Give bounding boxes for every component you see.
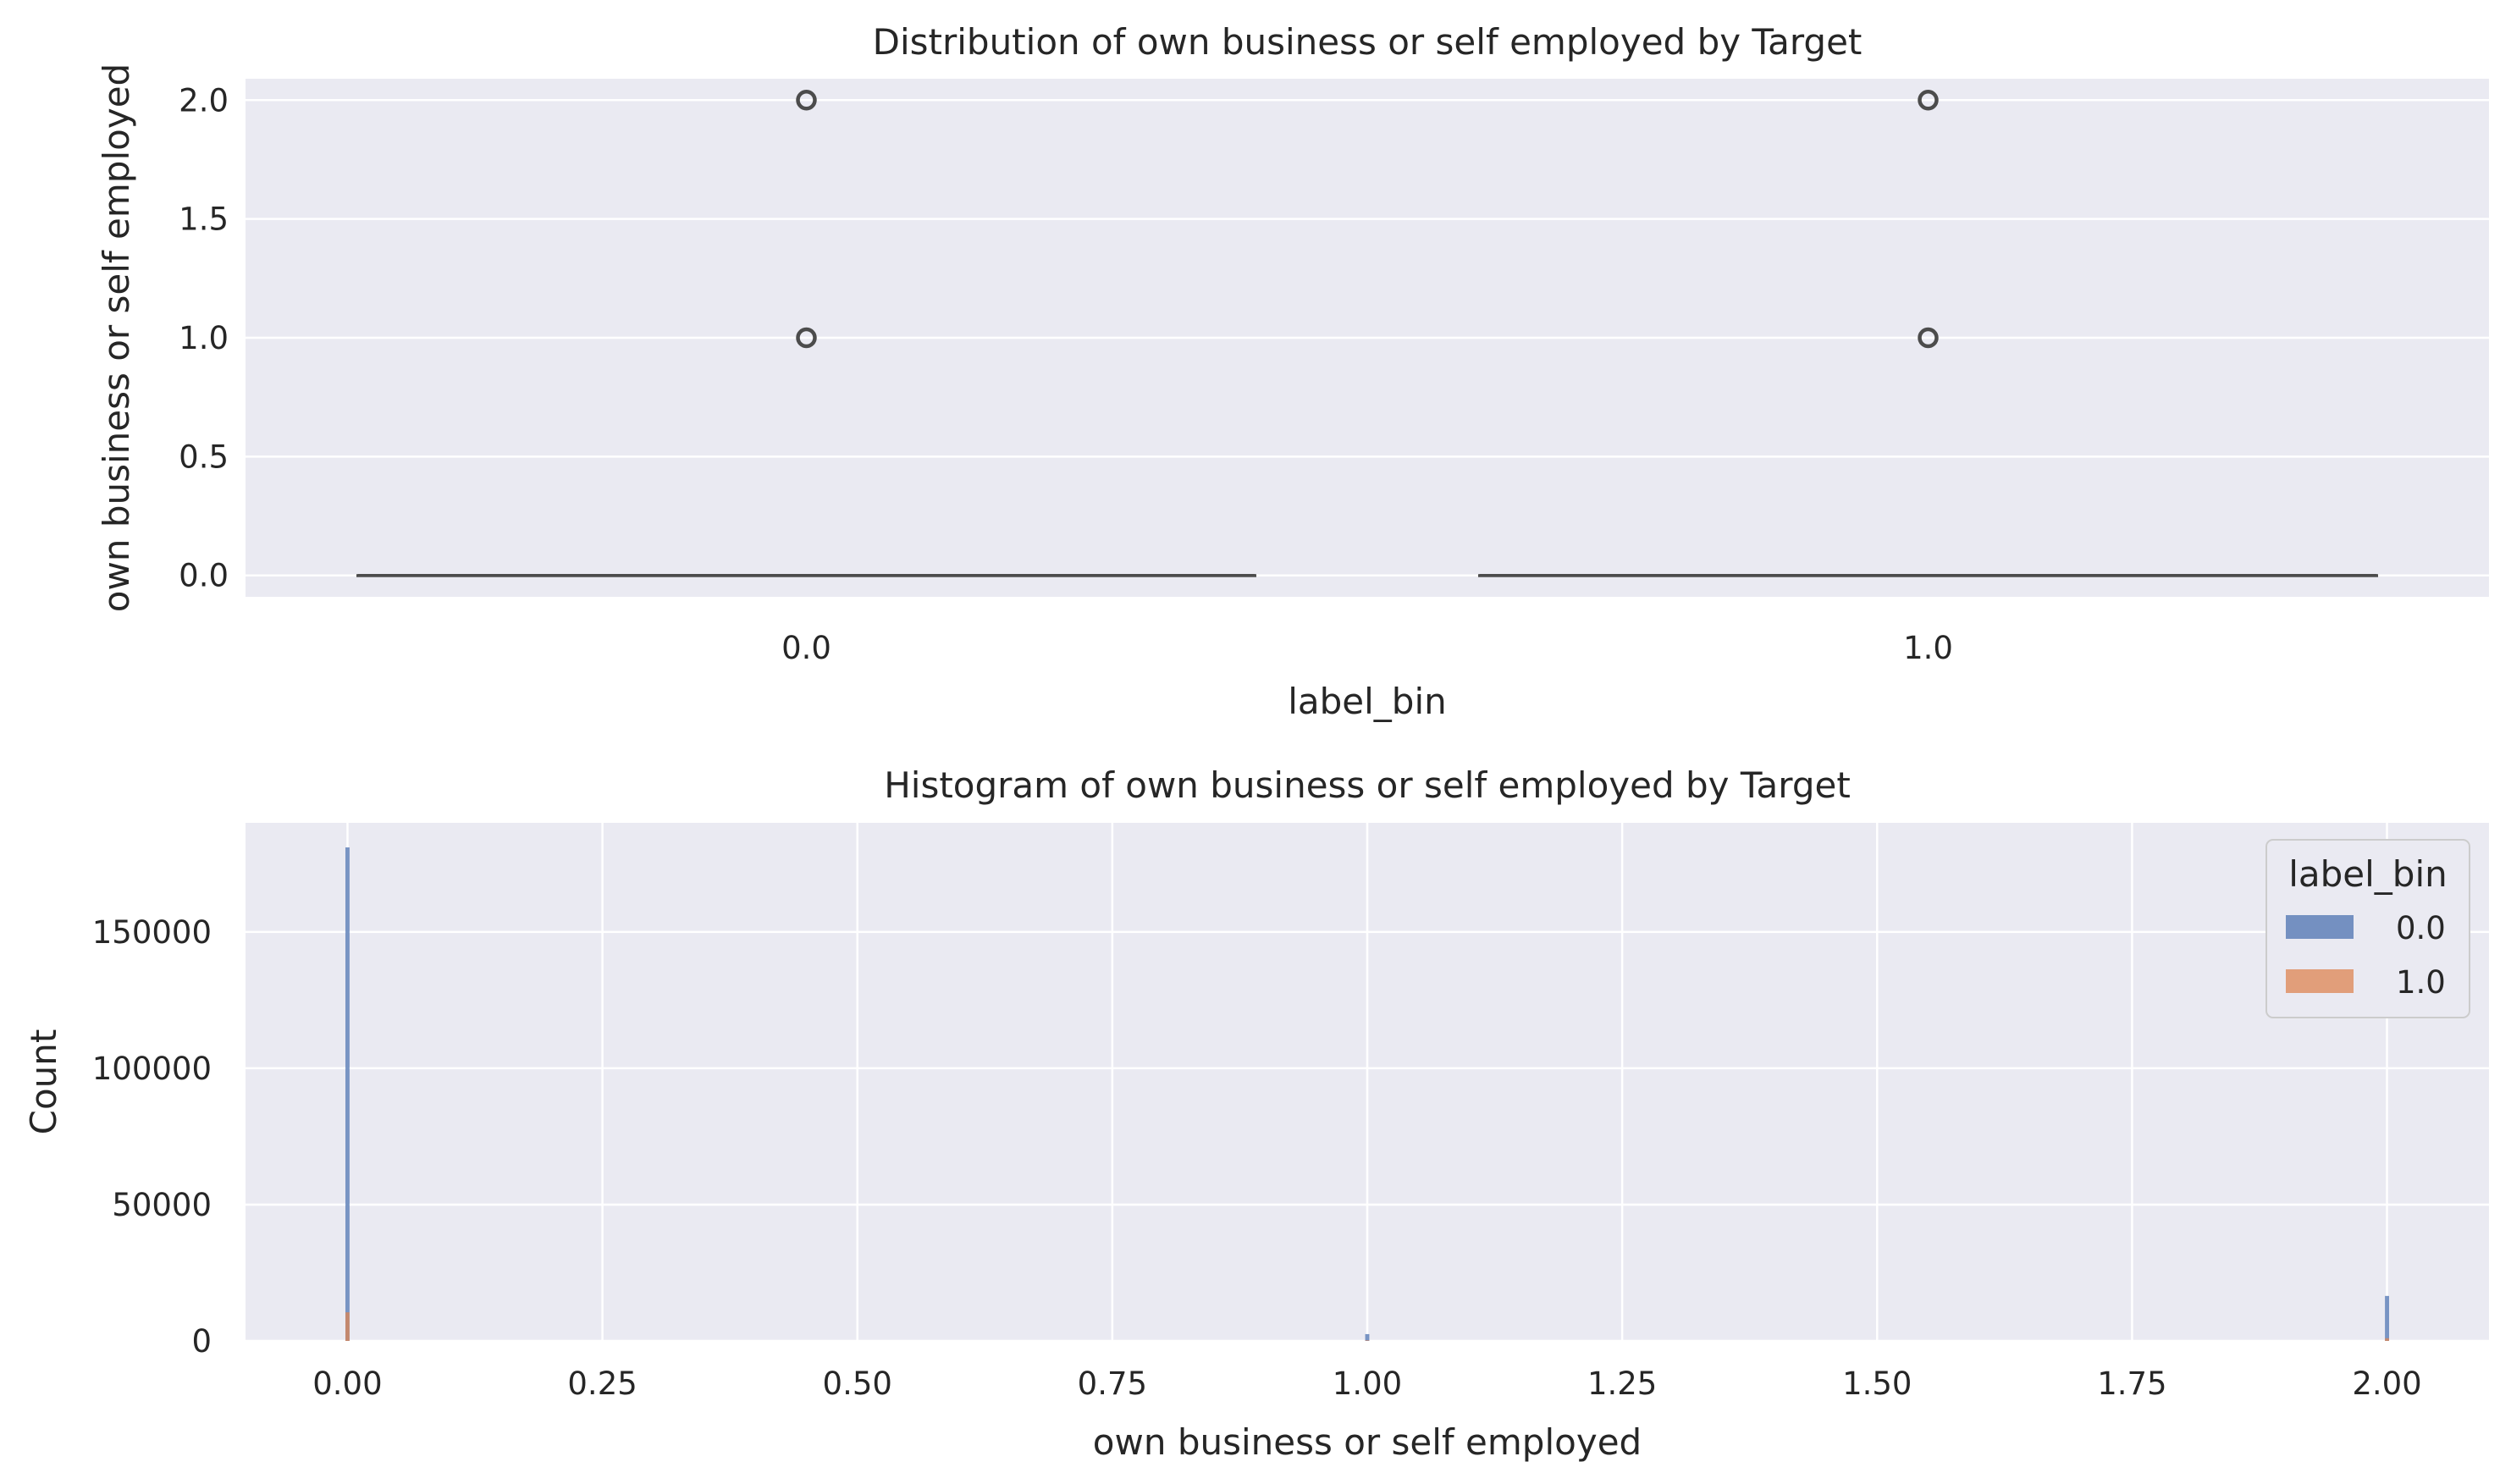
legend-swatch-0	[2286, 915, 2354, 939]
box-plot-y-tick-label: 0.0	[179, 558, 229, 594]
box-plot-panel: 0.0 0.5 1.0 1.5 2.0 0.0 1.0 Distribution of o…	[96, 21, 2489, 722]
histogram-x-tick-label: 1.25	[1587, 1365, 1657, 1402]
histogram-y-tick-label: 100000	[92, 1051, 212, 1087]
box-plot-title: Distribution of own business or self emp…	[873, 21, 1863, 63]
histogram-x-tick-label: 1.50	[1842, 1365, 1912, 1402]
histogram-x-axis-label: own business or self employed	[1093, 1421, 1642, 1463]
histogram-bar-series-1	[2385, 1338, 2389, 1341]
histogram-x-tick-label: 0.50	[823, 1365, 892, 1402]
box-plot-y-tick-label: 2.0	[179, 82, 229, 119]
histogram-bar-series-0	[345, 847, 350, 1341]
box-plot-outlier	[796, 90, 817, 111]
histogram-bar-series-0	[2385, 1295, 2389, 1341]
box-plot-x-axis-label: label_bin	[1288, 681, 1447, 722]
box-plot-y-axis-label: own business or self employed	[96, 63, 137, 612]
histogram-x-tick-label: 0.75	[1078, 1365, 1147, 1402]
box-plot-y-tick-label: 1.5	[179, 201, 229, 238]
histogram-bar-series-1	[345, 1312, 350, 1341]
histogram-panel: 0 50000 100000 150000 0.00 0.25 0.50 0.75 1.00 1…	[23, 764, 2489, 1463]
histogram-bar-series-0	[1365, 1333, 1370, 1341]
histogram-x-ticks: 0.00 0.25 0.50 0.75 1.00 1.25 1.50 1.75 2.00	[312, 1365, 2421, 1402]
legend-label-1: 1.0	[2396, 964, 2446, 1001]
histogram-x-tick-label: 0.25	[567, 1365, 637, 1402]
histogram-bars	[345, 847, 2389, 1341]
box-plot-y-tick-label: 1.0	[179, 320, 229, 356]
legend-title: label_bin	[2288, 853, 2448, 895]
box-plot-outlier	[796, 327, 817, 349]
box-plot-outlier	[1918, 327, 1939, 349]
box-plot-y-tick-label: 0.5	[179, 439, 229, 475]
histogram-y-tick-label: 0	[191, 1323, 212, 1360]
legend-label-0: 0.0	[2396, 910, 2446, 946]
histogram-x-tick-label: 2.00	[2352, 1365, 2421, 1402]
legend-swatch-1	[2286, 969, 2354, 993]
histogram-title: Histogram of own business or self employ…	[884, 764, 1851, 806]
histogram-y-tick-label: 50000	[112, 1187, 212, 1223]
box-plot-boxes	[356, 90, 2378, 577]
histogram-bar-series-1	[1365, 1340, 1370, 1341]
histogram-x-tick-label: 1.75	[2097, 1365, 2166, 1402]
box-plot-x-tick-label: 0.0	[781, 630, 831, 666]
legend: label_bin 0.0 1.0	[2265, 839, 2470, 1018]
histogram-y-tick-label: 150000	[92, 914, 212, 951]
box-plot-x-tick-label: 1.0	[1903, 630, 1953, 666]
box-plot-y-ticks: 0.0 0.5 1.0 1.5 2.0	[179, 82, 229, 593]
histogram-y-axis-label: Count	[23, 1029, 64, 1135]
box-plot-x-ticks: 0.0 1.0	[781, 630, 1953, 666]
histogram-x-tick-label: 0.00	[312, 1365, 382, 1402]
histogram-x-tick-label: 1.00	[1333, 1365, 1402, 1402]
box-plot-outlier	[1918, 90, 1939, 111]
histogram-y-ticks: 0 50000 100000 150000	[92, 914, 212, 1360]
